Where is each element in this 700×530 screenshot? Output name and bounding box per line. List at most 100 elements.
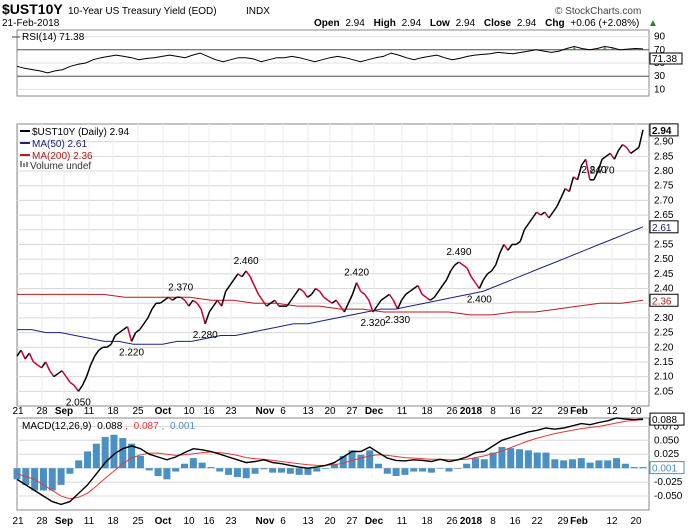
price-segment: [597, 159, 603, 172]
macd-hist-bar: [136, 455, 144, 469]
price-segment: [40, 361, 47, 369]
price-segment: [49, 370, 55, 378]
rsi-tick-label: 90: [654, 32, 666, 43]
price-segment: [172, 296, 178, 301]
x-tick-label: 29: [557, 406, 569, 417]
macd-macd-last-box: [649, 412, 685, 426]
price-segment: [634, 146, 640, 152]
macd-hist-bar: [568, 459, 576, 469]
price-segment: [622, 143, 628, 149]
macd-hist-bar: [639, 467, 647, 469]
price-segment: [429, 296, 435, 301]
price-segment: [233, 273, 239, 281]
price-segment: [450, 264, 456, 272]
macd-hist-bar: [374, 463, 382, 469]
price-segment: [69, 381, 75, 387]
price-annotation: 2.460: [234, 256, 259, 267]
macd-x-tick-label: 12: [606, 516, 618, 527]
macd-tick-label: -0.050: [654, 491, 683, 502]
ma50-last-label: 2.61: [652, 223, 672, 234]
low-value: 2.94: [456, 18, 476, 29]
price-segment: [53, 373, 59, 378]
macd-hist-bar: [480, 459, 488, 469]
price-segment: [454, 261, 460, 266]
price-segment: [573, 176, 578, 181]
price-legend: $UST10Y (Daily) 2.94 MA(50) 2.61 MA(200)…: [20, 127, 130, 172]
macd-x-tick-label: Oct: [155, 516, 172, 527]
price-segment: [319, 291, 325, 298]
price-segment: [257, 293, 264, 301]
price-segment: [249, 276, 255, 286]
rsi-overbought-fill: [564, 46, 645, 50]
rsi-last-label: 71.38: [652, 54, 677, 65]
price-segment: [400, 293, 407, 301]
price-line: [16, 129, 644, 392]
macd-hist-bar: [454, 468, 462, 469]
price-segment: [16, 349, 22, 357]
price-annotation: 2.050: [66, 397, 91, 408]
open-label: Open: [314, 18, 340, 29]
macd-hist-bar: [92, 443, 100, 469]
macd-legend-hist: 0.001: [170, 421, 195, 432]
rsi-line: [16, 45, 644, 74]
macd-x-tick-label: 2018: [460, 516, 483, 527]
price-segment: [568, 176, 575, 192]
x-tick-label: 20: [630, 406, 642, 417]
rsi-tick-label: 70: [654, 45, 666, 56]
price-segment: [98, 346, 104, 351]
price-segment: [139, 323, 145, 331]
price-segment: [372, 305, 378, 313]
price-last-box: [649, 123, 679, 137]
macd-x-tick-label: 26: [446, 516, 458, 527]
x-tick-label: 18: [107, 406, 119, 417]
x-tick-label: 12: [606, 406, 618, 417]
price-annotation: 2.490: [446, 247, 471, 258]
close-value: 2.94: [517, 18, 537, 29]
macd-hist-bar: [172, 468, 180, 472]
macd-hist-bar: [251, 468, 259, 474]
price-segment: [241, 270, 247, 278]
price-segment: [351, 282, 358, 295]
price-segment: [196, 302, 202, 310]
price-segment: [343, 302, 350, 313]
ma50-line: [17, 226, 644, 345]
macd-x-tick-label: 18: [421, 516, 433, 527]
price-segment: [376, 299, 382, 307]
x-tick-label: 16: [509, 406, 521, 417]
macd-hist-bar: [471, 458, 479, 469]
price-segment: [159, 299, 165, 304]
ma50-last-box: [649, 220, 679, 234]
macd-x-tick-label: 18: [107, 516, 119, 527]
price-segment: [245, 270, 251, 278]
price-segment: [122, 326, 128, 331]
x-tick-label: 22: [531, 406, 543, 417]
price-segment: [163, 296, 169, 301]
price-segment: [167, 296, 173, 301]
price-segment: [540, 211, 546, 216]
price-segment: [405, 290, 411, 295]
price-segment: [212, 299, 219, 307]
price-segment: [519, 229, 526, 242]
macd-hist-bar: [128, 443, 136, 469]
macd-x-tick-label: Dec: [365, 516, 384, 527]
price-segment: [180, 296, 186, 301]
price-segment: [143, 317, 149, 325]
macd-legend-signal: 0.087: [134, 421, 159, 432]
price-segment: [531, 211, 538, 219]
price-segment: [302, 291, 309, 298]
price-last-label: 2.94: [652, 126, 672, 137]
price-annotation: 2.840: [581, 165, 606, 176]
macd-hist-bar: [348, 450, 356, 469]
price-segment: [237, 273, 243, 278]
price-segment: [135, 329, 141, 334]
x-tick-label: 20: [324, 406, 336, 417]
price-segment: [613, 150, 620, 160]
macd-hist-bar: [242, 468, 250, 479]
price-segment: [220, 291, 227, 307]
macd-hist-bar: [189, 458, 197, 469]
rsi-tick-label: 10: [654, 84, 666, 95]
price-segment: [229, 279, 235, 286]
macd-hist-bar: [216, 468, 224, 472]
macd-hist-bar: [66, 468, 74, 474]
price-tick-label: 2.45: [654, 269, 674, 280]
